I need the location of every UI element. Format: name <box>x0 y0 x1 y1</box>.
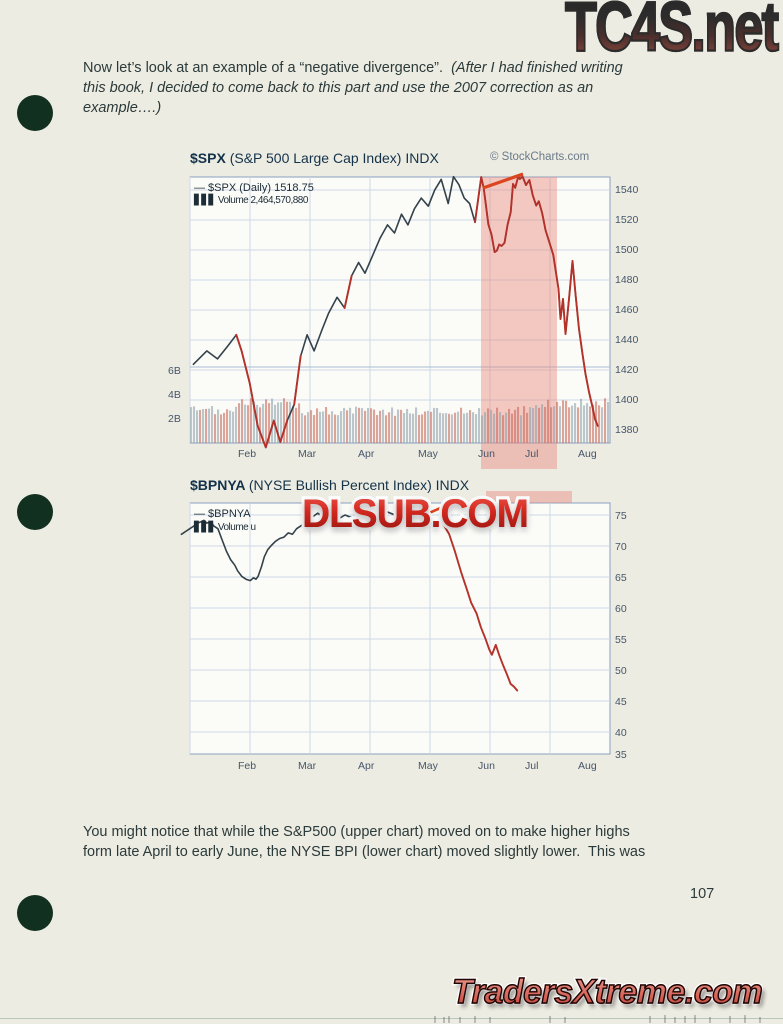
svg-text:1380: 1380 <box>615 424 639 436</box>
svg-text:1500: 1500 <box>615 244 639 256</box>
svg-text:2B: 2B <box>168 413 181 425</box>
svg-text:1540: 1540 <box>615 184 639 196</box>
svg-text:50: 50 <box>615 665 627 677</box>
svg-text:45: 45 <box>615 696 627 708</box>
svg-text:1520: 1520 <box>615 214 639 226</box>
svg-text:1400: 1400 <box>615 394 639 406</box>
svg-text:Aug: Aug <box>578 760 597 772</box>
svg-text:Apr: Apr <box>358 448 375 460</box>
svg-text:75: 75 <box>615 510 627 522</box>
svg-text:Feb: Feb <box>238 760 256 772</box>
svg-text:Jun: Jun <box>478 448 495 460</box>
svg-text:35: 35 <box>615 749 627 761</box>
svg-text:Jul: Jul <box>525 760 538 772</box>
svg-text:Jun: Jun <box>478 760 495 772</box>
svg-text:Aug: Aug <box>578 448 597 460</box>
svg-text:Feb: Feb <box>238 448 256 460</box>
svg-text:1460: 1460 <box>615 304 639 316</box>
svg-text:65: 65 <box>615 572 627 584</box>
svg-text:6B: 6B <box>168 365 181 377</box>
svg-text:May: May <box>418 760 439 772</box>
svg-text:70: 70 <box>615 541 627 553</box>
svg-text:1480: 1480 <box>615 274 639 286</box>
svg-text:Jul: Jul <box>525 448 538 460</box>
svg-text:1420: 1420 <box>615 364 639 376</box>
svg-text:4B: 4B <box>168 389 181 401</box>
svg-text:Mar: Mar <box>298 760 317 772</box>
svg-text:May: May <box>418 448 439 460</box>
svg-text:Apr: Apr <box>358 760 375 772</box>
svg-text:Mar: Mar <box>298 448 317 460</box>
svg-text:60: 60 <box>615 603 627 615</box>
svg-text:40: 40 <box>615 727 627 739</box>
svg-text:55: 55 <box>615 634 627 646</box>
svg-text:1440: 1440 <box>615 334 639 346</box>
